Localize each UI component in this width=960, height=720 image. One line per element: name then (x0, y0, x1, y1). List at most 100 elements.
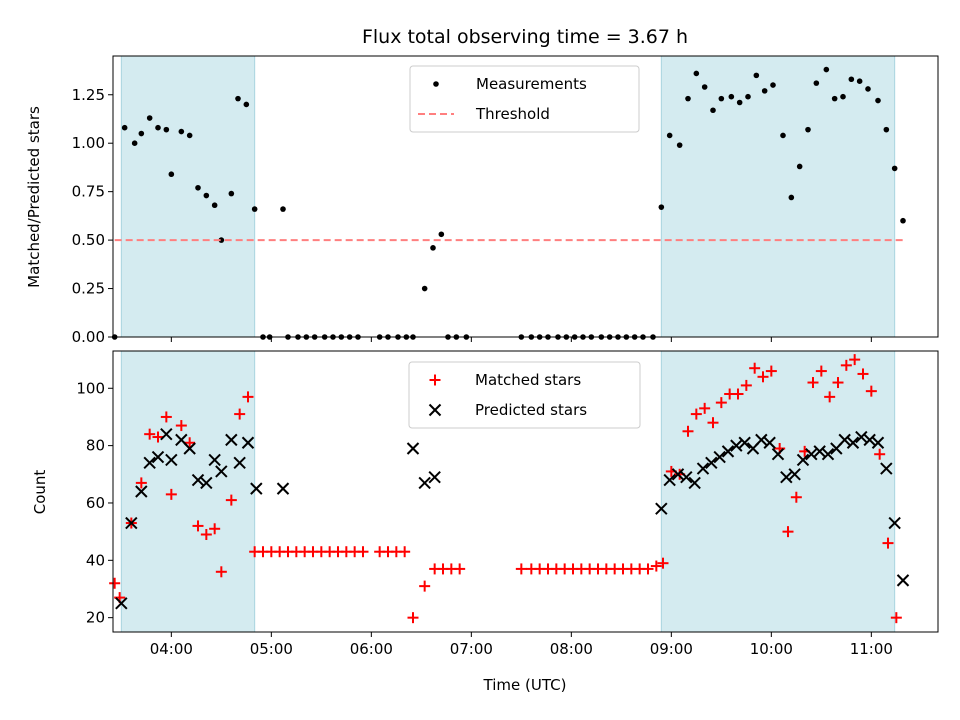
measurement-point (710, 107, 716, 114)
matched-star-point (650, 560, 662, 572)
measurement-point (430, 245, 436, 251)
measurement-point (780, 132, 786, 139)
matched-star-point (749, 362, 761, 374)
predicted-star-point (796, 453, 810, 467)
legend-swatch (429, 374, 441, 386)
matched-star-point (657, 557, 669, 569)
predicted-star-point (225, 433, 238, 447)
x-tick-label: 11:00 (850, 640, 893, 658)
legend-entry: Predicted stars (428, 401, 587, 419)
legend-swatch (428, 403, 442, 417)
matched-star-point (144, 428, 156, 440)
count-y-axis-label: Count (31, 470, 49, 515)
predicted-star-point (250, 482, 263, 495)
matched-star-point (399, 546, 411, 558)
y-tick-label: 0.75 (72, 183, 105, 201)
measurement-point (146, 115, 153, 121)
measurement-point (891, 165, 898, 172)
matched-star-point (874, 448, 886, 460)
legend-label: Predicted stars (475, 401, 587, 419)
x-tick-label: 07:00 (450, 640, 493, 658)
matched-star-point (849, 354, 861, 366)
x-tick-label: 08:00 (550, 640, 593, 658)
predicted-star-point (813, 445, 826, 458)
measurement-point (856, 78, 863, 84)
measurement-point (701, 84, 708, 90)
predicted-star-point (671, 468, 685, 481)
predicted-star-point (713, 450, 726, 464)
measurement-point (865, 86, 871, 92)
x-tick-label: 09:00 (650, 640, 693, 658)
measurement-point (745, 93, 751, 100)
y-tick-label: 1.25 (72, 86, 105, 104)
predicted-star-point (135, 485, 148, 498)
measurement-point (235, 95, 241, 102)
legend-entry: Matched stars (429, 371, 581, 389)
matched-star-point (832, 377, 844, 389)
measurement-point (718, 95, 725, 102)
legend-entry: Threshold (418, 105, 550, 123)
measurement-point (676, 142, 683, 148)
measurement-point (186, 132, 193, 139)
matched-star-point (515, 563, 527, 575)
predicted-star-point (406, 442, 420, 455)
matched-star-point (209, 523, 221, 535)
shaded-interval (661, 56, 895, 337)
legend-label: Threshold (475, 105, 550, 123)
matched-star-point (175, 420, 187, 432)
shaded-interval (121, 351, 255, 632)
measurement-point (211, 202, 218, 209)
matched-star-point (225, 494, 237, 506)
measurement-point (728, 93, 735, 100)
matched-star-point (857, 368, 869, 380)
matched-star-point (357, 546, 369, 558)
predicted-star-point (855, 430, 868, 444)
measurement-point (831, 95, 838, 102)
measurement-point (805, 126, 811, 133)
ratio-legend: Measurements Threshold (409, 65, 640, 133)
y-tick-label: 60 (86, 494, 105, 512)
predicted-star-point (191, 473, 205, 487)
matched-star-point (715, 397, 727, 409)
x-tick-label: 06:00 (350, 640, 393, 658)
predicted-star-point (696, 462, 710, 475)
matched-star-point (682, 425, 694, 437)
measurement-point (823, 66, 830, 73)
ratio-y-axis-label: Matched/Predicted stars (25, 106, 43, 288)
chart-title: Flux total observing time = 3.67 h (362, 26, 688, 48)
matched-star-point (135, 477, 147, 489)
matched-star-point (407, 612, 419, 624)
matched-star-point (840, 359, 852, 371)
predicted-star-point (143, 456, 156, 470)
legend-box (408, 361, 641, 429)
count-panel-frame (112, 350, 939, 633)
predicted-star-point (821, 448, 835, 461)
measurement-point (195, 184, 201, 191)
matched-star-point (184, 437, 196, 449)
measurement-point (421, 285, 428, 292)
matched-star-point (732, 388, 744, 400)
predicted-star-point (208, 453, 221, 467)
shaded-interval (121, 56, 255, 337)
matched-star-point (160, 411, 172, 423)
matched-star-point (152, 431, 164, 443)
legend-label: Measurements (476, 75, 587, 93)
measurement-point (753, 72, 760, 79)
predicted-star-point (888, 516, 901, 530)
measurement-point (155, 124, 161, 131)
measurement-point (178, 128, 185, 135)
matched-star-point (234, 408, 246, 420)
observing-window-shading (120, 351, 896, 632)
predicted-star-point (276, 482, 290, 495)
predicted-star-point (730, 439, 743, 452)
matched-star-point (707, 417, 719, 429)
measurement-point (228, 190, 235, 197)
legend-swatch (433, 81, 439, 87)
count-plot-area (109, 354, 910, 624)
y-tick-label: 40 (86, 551, 105, 569)
matched-star-point (865, 385, 877, 397)
observing-window-shading (120, 56, 896, 337)
measurement-point (203, 192, 210, 199)
matched-star-point (642, 563, 654, 575)
